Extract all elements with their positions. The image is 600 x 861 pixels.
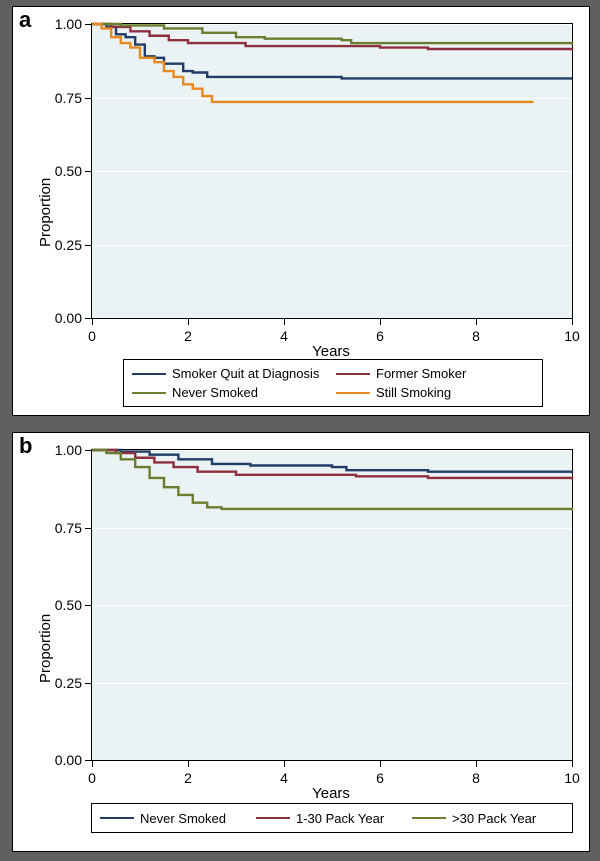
panel-a-xlabel: Years: [312, 343, 350, 360]
yticklabel: 0.00: [55, 752, 82, 768]
yticklabel: 0.25: [55, 675, 82, 691]
legend-swatch: [100, 817, 134, 819]
legend-swatch: [336, 373, 370, 375]
xtick: [92, 761, 93, 767]
xticklabel: 2: [184, 328, 192, 344]
legend-label: Still Smoking: [376, 385, 451, 400]
figure-page: a 0.000.250.500.751.000246810 Proportion…: [0, 0, 600, 861]
panel-b-plot-inner: 0.000.250.500.751.000246810: [92, 450, 572, 760]
yticklabel: 1.00: [55, 442, 82, 458]
legend-label: Never Smoked: [140, 811, 226, 826]
xtick: [188, 761, 189, 767]
xticklabel: 6: [376, 770, 384, 786]
panel-a-plot-inner: 0.000.250.500.751.000246810: [92, 24, 572, 318]
xtick: [92, 319, 93, 325]
series-layer: [92, 450, 572, 760]
yticklabel: 0.75: [55, 520, 82, 536]
panel-b: b 0.000.250.500.751.000246810 Proportion…: [12, 432, 590, 852]
legend-item: Never Smoked: [132, 385, 330, 400]
legend-item: Still Smoking: [336, 385, 534, 400]
xticklabel: 0: [88, 770, 96, 786]
legend-item: Former Smoker: [336, 366, 534, 381]
legend-label: Former Smoker: [376, 366, 466, 381]
panel-b-xlabel: Years: [312, 785, 350, 802]
series-layer: [92, 24, 572, 318]
ytick: [85, 318, 91, 319]
xticklabel: 10: [564, 770, 580, 786]
yticklabel: 0.75: [55, 90, 82, 106]
xticklabel: 4: [280, 328, 288, 344]
legend-swatch: [412, 817, 446, 819]
panel-a-ylabel: Proportion: [37, 178, 54, 247]
series-line: [92, 450, 572, 510]
xticklabel: 0: [88, 328, 96, 344]
xticklabel: 2: [184, 770, 192, 786]
x-axis: [92, 318, 572, 319]
panel-a-legend: Smoker Quit at Diagnosis Former Smoker Nev…: [123, 359, 543, 407]
yticklabel: 0.00: [55, 310, 82, 326]
legend-swatch: [256, 817, 290, 819]
panel-b-ylabel: Proportion: [37, 614, 54, 683]
legend-swatch: [336, 392, 370, 394]
xtick: [380, 761, 381, 767]
panel-b-legend: Never Smoked 1-30 Pack Year >30 Pack Year: [91, 803, 573, 833]
legend-item: Smoker Quit at Diagnosis: [132, 366, 330, 381]
legend-item: 1-30 Pack Year: [256, 811, 408, 826]
yticklabel: 0.50: [55, 163, 82, 179]
xtick: [380, 319, 381, 325]
xtick: [572, 761, 573, 767]
xticklabel: 4: [280, 770, 288, 786]
legend-swatch: [132, 373, 166, 375]
yticklabel: 0.25: [55, 237, 82, 253]
xticklabel: 10: [564, 328, 580, 344]
legend-label: Smoker Quit at Diagnosis: [172, 366, 319, 381]
legend-label: Never Smoked: [172, 385, 258, 400]
xticklabel: 8: [472, 328, 480, 344]
xticklabel: 8: [472, 770, 480, 786]
panel-a-plot: 0.000.250.500.751.000246810: [91, 23, 573, 319]
xticklabel: 6: [376, 328, 384, 344]
x-axis: [92, 760, 572, 761]
panel-b-plot: 0.000.250.500.751.000246810: [91, 449, 573, 761]
yticklabel: 1.00: [55, 16, 82, 32]
legend-item: >30 Pack Year: [412, 811, 564, 826]
xtick: [476, 319, 477, 325]
panel-a: a 0.000.250.500.751.000246810 Proportion…: [12, 6, 590, 416]
series-line: [92, 24, 572, 45]
xtick: [284, 319, 285, 325]
yticklabel: 0.50: [55, 597, 82, 613]
xtick: [572, 319, 573, 325]
xtick: [284, 761, 285, 767]
panel-b-label: b: [19, 433, 32, 459]
ytick: [85, 760, 91, 761]
legend-label: >30 Pack Year: [452, 811, 536, 826]
legend-swatch: [132, 392, 166, 394]
xtick: [476, 761, 477, 767]
panel-a-label: a: [19, 7, 31, 33]
legend-item: Never Smoked: [100, 811, 252, 826]
legend-label: 1-30 Pack Year: [296, 811, 384, 826]
xtick: [188, 319, 189, 325]
